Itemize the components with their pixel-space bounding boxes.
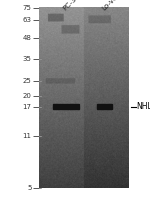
Text: PC-3: PC-3 <box>62 0 78 12</box>
Bar <box>53 105 79 109</box>
Text: 11: 11 <box>22 133 32 139</box>
Text: 48: 48 <box>23 35 32 41</box>
Bar <box>97 105 112 109</box>
Text: 75: 75 <box>23 5 32 11</box>
Text: 35: 35 <box>23 56 32 62</box>
Text: NHLH2: NHLH2 <box>136 102 150 111</box>
Text: 20: 20 <box>23 93 32 99</box>
Text: 25: 25 <box>23 78 32 84</box>
Text: 17: 17 <box>22 104 32 110</box>
Text: 63: 63 <box>22 16 32 23</box>
Text: Lo-vo: Lo-vo <box>101 0 119 12</box>
Text: 5: 5 <box>27 185 32 191</box>
